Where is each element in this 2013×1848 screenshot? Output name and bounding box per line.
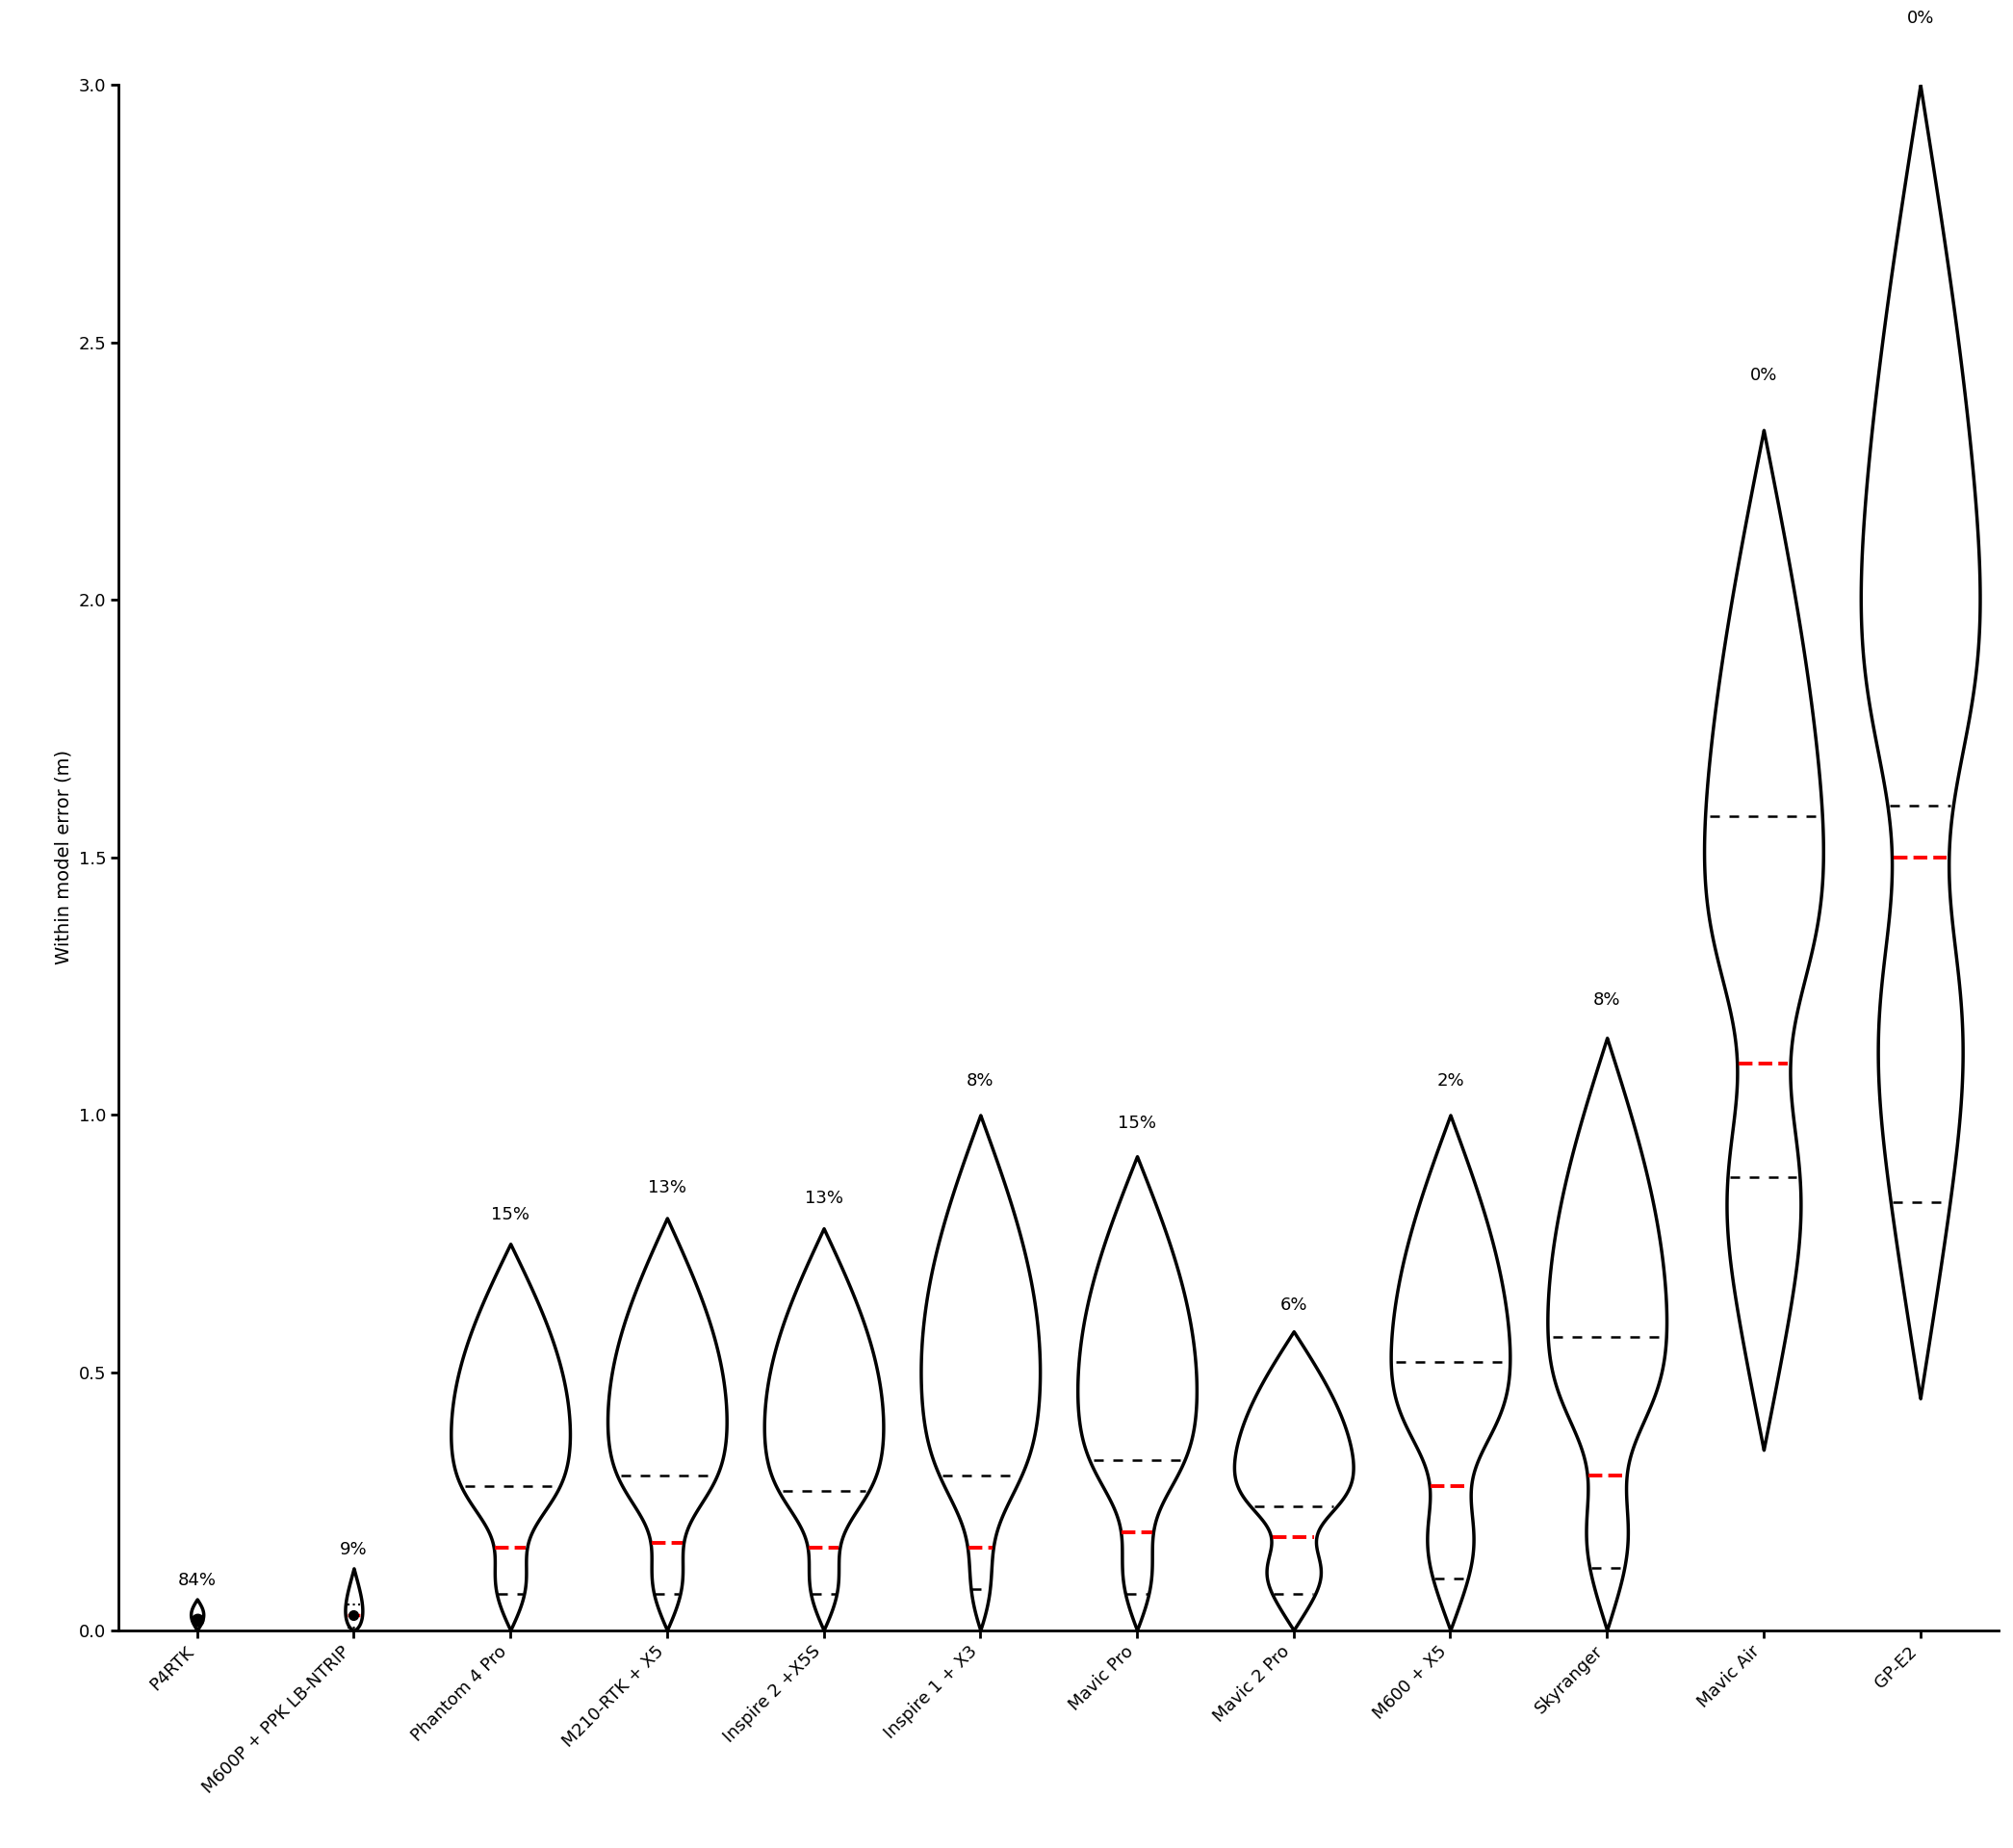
Text: 8%: 8% xyxy=(966,1072,994,1088)
Text: 15%: 15% xyxy=(491,1207,529,1223)
Text: 2%: 2% xyxy=(1437,1072,1463,1088)
Text: 0%: 0% xyxy=(1906,9,1934,28)
Text: 13%: 13% xyxy=(648,1179,686,1196)
Text: 0%: 0% xyxy=(1749,366,1777,384)
Text: 13%: 13% xyxy=(805,1190,843,1207)
Text: 6%: 6% xyxy=(1280,1297,1306,1314)
Text: 84%: 84% xyxy=(177,1571,215,1589)
Y-axis label: Within model error (m): Within model error (m) xyxy=(54,750,72,965)
Text: 9%: 9% xyxy=(340,1541,368,1558)
Text: 15%: 15% xyxy=(1117,1114,1155,1133)
Text: 8%: 8% xyxy=(1592,992,1620,1009)
